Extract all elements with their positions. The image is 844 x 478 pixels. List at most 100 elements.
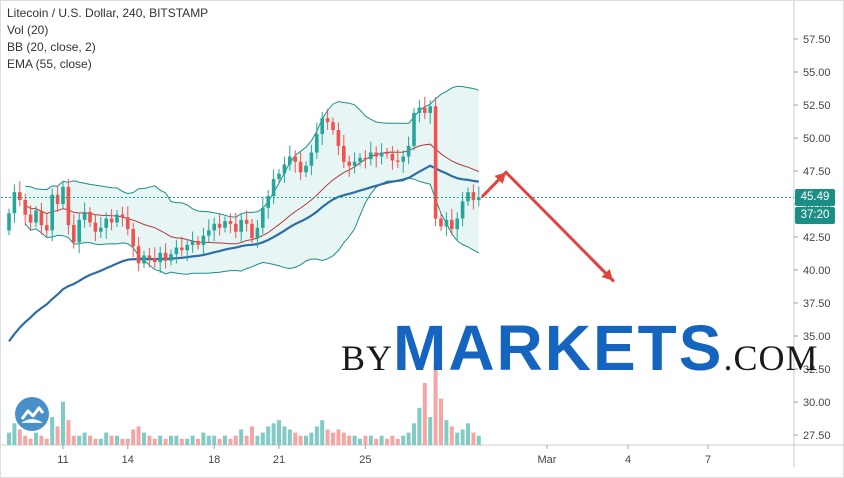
candle	[201, 227, 206, 255]
volume-bar	[439, 398, 443, 445]
candle	[363, 150, 368, 169]
volume-bar	[136, 426, 141, 445]
volume-bar	[115, 435, 119, 445]
volume-bar	[471, 432, 476, 445]
volume-bar	[88, 435, 92, 445]
candle	[109, 209, 114, 231]
candle	[207, 219, 211, 242]
volume-bar	[277, 420, 281, 445]
candle	[315, 123, 319, 159]
legend-title[interactable]: Litecoin / U.S. Dollar, 240, BITSTAMP	[7, 6, 209, 20]
volume-bar	[325, 429, 330, 445]
x-tick-label: 21	[273, 454, 285, 466]
candle	[82, 202, 87, 228]
volume-bar	[93, 438, 98, 445]
candle	[244, 210, 249, 232]
candle	[196, 236, 200, 250]
candle	[12, 184, 17, 223]
y-tick-label: 42.50	[803, 232, 831, 244]
legend-bollinger[interactable]: BB (20, close, 2)	[7, 40, 96, 54]
candle	[396, 149, 400, 168]
candle	[163, 243, 168, 269]
volume-bar	[228, 438, 233, 445]
volume-bar	[433, 364, 438, 445]
y-tick-label: 32.50	[803, 364, 831, 376]
candle	[239, 213, 243, 243]
volume-bar	[266, 426, 271, 445]
volume-bar	[233, 435, 238, 445]
legend-volume[interactable]: Vol (20)	[7, 23, 49, 37]
candle	[55, 185, 60, 212]
candle	[190, 231, 195, 253]
volume-bar	[39, 435, 44, 445]
volume-bar	[152, 438, 157, 445]
candle	[136, 236, 141, 272]
candle	[228, 213, 233, 234]
volume-bar	[66, 420, 71, 445]
volume-bar	[352, 435, 357, 445]
candle	[45, 214, 49, 237]
candle	[288, 145, 292, 171]
candle	[147, 247, 152, 268]
volume-bar	[363, 435, 368, 445]
volume-bar	[217, 438, 222, 445]
volume-bar	[125, 438, 130, 445]
candle	[266, 189, 270, 219]
tradingview-logo-icon[interactable]	[15, 397, 49, 431]
volume-bar	[244, 435, 249, 445]
volume-bar	[250, 426, 254, 445]
candle	[477, 186, 481, 207]
volume-bar	[185, 438, 190, 445]
volume-bar	[314, 426, 319, 445]
candle	[104, 212, 108, 239]
volume-bar	[455, 432, 460, 445]
volume-bar	[142, 432, 146, 445]
volume-bar	[179, 438, 184, 445]
volume-bar	[358, 438, 362, 445]
y-tick-label: 57.50	[803, 34, 831, 46]
candle	[282, 156, 287, 184]
bollinger-band-fill	[25, 86, 479, 275]
volume-bar	[412, 423, 416, 445]
candle	[126, 206, 130, 236]
legend-ema[interactable]: EMA (55, close)	[7, 57, 92, 71]
candle	[153, 247, 157, 269]
volume-bar	[201, 432, 206, 445]
volume-bar	[71, 435, 76, 445]
watermark-by: BY	[341, 338, 394, 378]
candle	[444, 212, 449, 236]
candle	[223, 216, 227, 233]
y-tick-label: 47.50	[803, 166, 831, 178]
y-tick-label: 30.00	[803, 397, 831, 409]
bollinger-lower-line	[24, 177, 480, 275]
volume-bar	[255, 435, 260, 445]
volume-bar	[401, 435, 406, 445]
y-tick-label: 52.50	[803, 100, 831, 112]
volume-bar	[466, 423, 470, 445]
volume-bar	[395, 438, 400, 445]
candle	[131, 222, 135, 258]
y-tick-label: 50.00	[803, 133, 831, 145]
candle	[93, 214, 98, 242]
volume-bar	[341, 432, 346, 445]
candle	[342, 134, 346, 168]
candle	[120, 206, 125, 227]
y-tick-label: 37.50	[803, 298, 831, 310]
volume-bar	[28, 438, 33, 445]
volume-bar	[158, 435, 163, 445]
candle	[347, 155, 351, 177]
y-tick-label: 55.00	[803, 67, 831, 79]
candle	[88, 207, 92, 228]
volume-bar	[444, 420, 449, 445]
candle	[39, 202, 44, 235]
candle	[320, 111, 324, 145]
candle	[466, 187, 470, 206]
volume-bar	[287, 429, 292, 445]
candle	[352, 152, 357, 174]
volume-bar	[298, 435, 303, 445]
y-tick-label: 40.00	[803, 265, 831, 277]
candle	[358, 153, 362, 167]
candle	[439, 213, 443, 232]
